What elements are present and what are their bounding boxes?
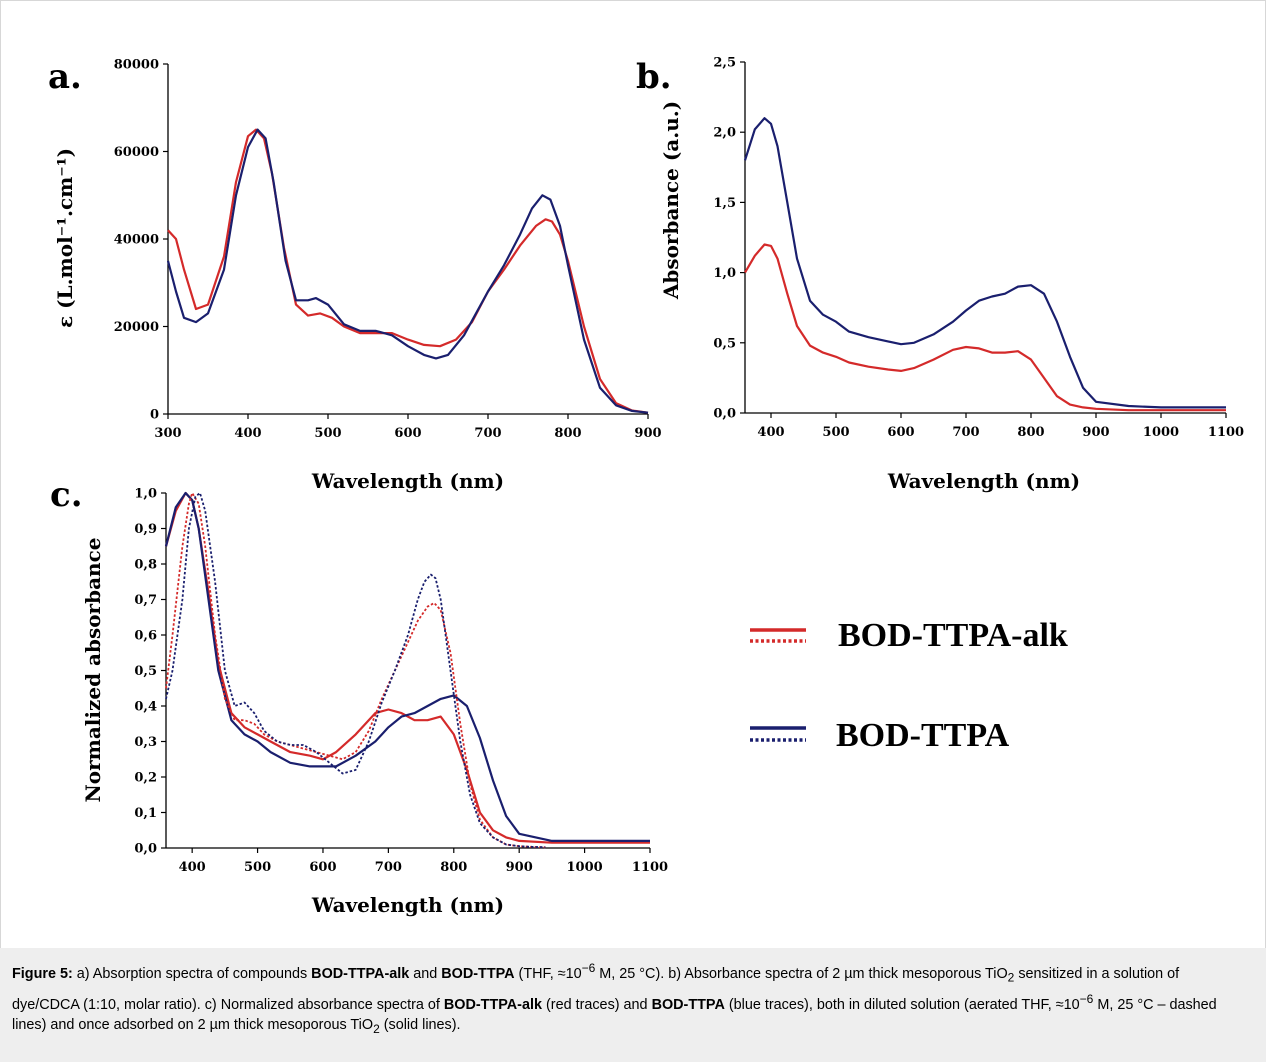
panel-a-y-tick-label: 60000 xyxy=(114,145,159,160)
legend-item-bod-ttpa-alk: BOD-TTPA-alk xyxy=(750,617,1068,654)
panel-c-letter: c. xyxy=(50,475,83,515)
caption-text-1: a) Absorption spectra of compounds xyxy=(72,965,312,982)
legend-item-bod-ttpa: BOD-TTPA xyxy=(750,717,1010,754)
panel-a-x-tick-label: 700 xyxy=(474,426,501,441)
caption-compound-4: BOD-TTPA xyxy=(651,996,725,1013)
caption-text-5: sensitized in a solution of dye/CDCA (1:… xyxy=(12,965,1180,1013)
panel-c-y-tick-label: 0,2 xyxy=(134,771,157,786)
panel-a-y-tick-label: 20000 xyxy=(114,320,159,335)
panel-c-x-tick-label: 400 xyxy=(179,860,206,875)
panel-a-ylabel: ε (L.mol⁻¹.cm⁻¹) xyxy=(53,148,77,328)
panel-c-x-tick-label: 500 xyxy=(244,860,271,875)
panel-b-y-tick-label: 0,0 xyxy=(713,407,736,422)
panel-c-y-tick-label: 0,5 xyxy=(134,664,157,679)
panel-b-x-tick-label: 500 xyxy=(822,425,849,440)
panel-a-x-tick-label: 900 xyxy=(634,426,661,441)
panel-b-xlabel: Wavelength (nm) xyxy=(887,469,1080,493)
panel-a-series-bod-ttpa-alk-solid xyxy=(167,128,649,414)
panel-b-plot: 400 500 600 700 800 900 1000 1100 0,0 0,5 1,0 1,5 2,… xyxy=(713,56,1244,441)
panel-a-y-tick-label: 80000 xyxy=(114,58,159,73)
caption-text-7: (blue traces), both in diluted solution … xyxy=(724,996,1080,1013)
panel-c-series-bod-ttpa-solid xyxy=(164,491,650,842)
panel-a-x-tick-label: 500 xyxy=(314,426,341,441)
panel-c-y-tick-label: 0,3 xyxy=(134,735,157,750)
panel-b-x-tick-label: 900 xyxy=(1082,425,1109,440)
panel-b-y-tick-label: 0,5 xyxy=(713,336,736,351)
caption-text-3: (THF, ≈10 xyxy=(514,965,582,982)
panel-c-y-tick-label: 0,9 xyxy=(134,522,157,537)
panel-c-x-tick-label: 800 xyxy=(440,860,467,875)
caption-sub-2: 2 xyxy=(373,1022,380,1037)
panel-a-xlabel: Wavelength (nm) xyxy=(311,469,504,493)
panel-a-letter: a. xyxy=(48,57,82,97)
panel-a-x-tick-label: 800 xyxy=(554,426,581,441)
caption-text-9: (solid lines). xyxy=(379,1017,461,1034)
figure-canvas: a. b. c. 300 400 500 600 700 800 9000200004000… xyxy=(48,56,1244,918)
panel-c-ylabel: Normalized absorbance xyxy=(81,538,105,803)
caption-sup-2: −6 xyxy=(1079,991,1094,1006)
figure-caption: Figure 5: a) Absorption spectra of compo… xyxy=(0,948,1266,1062)
panel-b-ylabel: Absorbance (a.u.) xyxy=(659,101,683,300)
panel-b-y-tick-label: 1,0 xyxy=(713,266,736,281)
panel-c-series-bod-ttpa-dashed xyxy=(165,492,546,849)
caption-label: Figure 5: xyxy=(12,965,73,982)
panel-c-y-tick-label: 0,8 xyxy=(134,558,157,573)
panel-b-y-tick-label: 1,5 xyxy=(713,196,736,211)
panel-c-y-tick-label: 0,1 xyxy=(134,806,157,821)
caption-compound-2: BOD-TTPA xyxy=(441,965,515,982)
panel-b-y-tick-label: 2,5 xyxy=(713,56,736,71)
legend-label-bod-ttpa-alk: BOD-TTPA-alk xyxy=(838,617,1068,654)
caption-compound-1: BOD-TTPA-alk xyxy=(311,965,410,982)
panel-b-x-tick-label: 1000 xyxy=(1143,425,1179,440)
panel-c-plot: 400 500 600 700 800 900 1000 1100 0,0 0,1 0,2 0,3 0,… xyxy=(134,487,668,876)
caption-text-8: M, 25 °C – dashed lines) and once adsorb… xyxy=(12,996,1217,1034)
panel-c-x-tick-label: 900 xyxy=(506,860,533,875)
panel-a-y-tick-label: 40000 xyxy=(114,233,159,248)
panel-b-x-tick-label: 800 xyxy=(1017,425,1044,440)
panel-c-y-tick-label: 0,4 xyxy=(134,700,157,715)
panel-c-y-tick-label: 0,6 xyxy=(134,629,157,644)
panel-c-x-tick-label: 700 xyxy=(375,860,402,875)
panel-b-y-tick-label: 2,0 xyxy=(713,126,736,141)
panel-c-x-tick-label: 600 xyxy=(309,860,336,875)
panel-a-x-tick-label: 300 xyxy=(154,426,181,441)
caption-text-6: (red traces) and xyxy=(541,996,652,1013)
panel-a-series-bod-ttpa-solid xyxy=(166,128,649,414)
panel-c-y-tick-label: 0,0 xyxy=(134,842,157,857)
caption-sub-1: 2 xyxy=(1007,970,1015,985)
caption-compound-3: BOD-TTPA-alk xyxy=(443,996,542,1013)
panel-c-series-bod-ttpa-alk-solid xyxy=(164,491,650,844)
caption-text-4: M, 25 °C). b) Absorbance spectra of 2 µm… xyxy=(595,965,1008,982)
legend-label-bod-ttpa: BOD-TTPA xyxy=(836,717,1010,754)
panel-c-y-tick-label: 0,7 xyxy=(134,593,157,608)
panel-b-letter: b. xyxy=(636,57,672,97)
legend: BOD-TTPA-alk BOD-TTPA xyxy=(750,617,1068,754)
panel-c-y-tick-label: 1,0 xyxy=(134,487,157,502)
caption-sup-1: −6 xyxy=(581,961,596,975)
panel-b-x-tick-label: 400 xyxy=(757,425,784,440)
panel-b-x-tick-label: 700 xyxy=(952,425,979,440)
panel-b-series-bod-ttpa-solid xyxy=(743,117,1226,409)
panel-c-series-bod-ttpa-alk-dashed xyxy=(165,492,546,849)
panel-c-x-tick-label: 1000 xyxy=(567,860,603,875)
panel-a-x-tick-label: 400 xyxy=(234,426,261,441)
panel-b-series-bod-ttpa-alk-solid xyxy=(744,243,1226,412)
panel-c-x-tick-label: 1100 xyxy=(632,860,668,875)
panel-b-x-tick-label: 600 xyxy=(887,425,914,440)
panel-a-plot: 300 400 500 600 700 800 900 0 20000 40000 60000 800… xyxy=(114,58,662,442)
panel-a-x-tick-label: 600 xyxy=(394,426,421,441)
panel-b-x-tick-label: 1100 xyxy=(1208,425,1244,440)
caption-text-2: and xyxy=(409,965,442,982)
panel-c-xlabel: Wavelength (nm) xyxy=(311,893,504,917)
panel-a-y-tick-label: 0 xyxy=(150,408,159,423)
